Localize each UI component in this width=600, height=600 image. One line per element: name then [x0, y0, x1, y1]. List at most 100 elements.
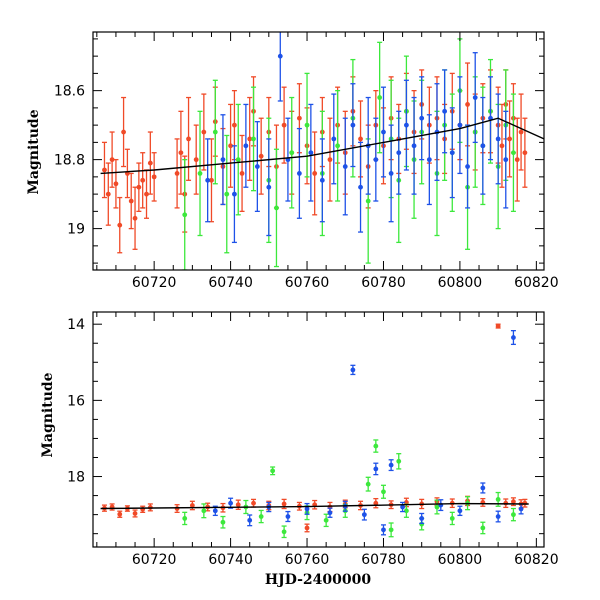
- data-point: [381, 489, 386, 495]
- data-point: [373, 157, 379, 163]
- top-plot-area: [100, 32, 544, 270]
- data-point: [350, 122, 356, 128]
- data-point: [400, 504, 405, 510]
- bottom-series-blue: [212, 330, 524, 536]
- data-point: [209, 177, 214, 183]
- top-light-curve-panel: 60720 60740 60760 60780 60800 60820 18.6 18.8 19: [54, 31, 559, 291]
- data-point: [304, 506, 310, 512]
- data-point: [396, 458, 402, 464]
- data-point: [296, 171, 302, 176]
- data-point: [266, 184, 272, 190]
- data-point: [373, 466, 379, 472]
- data-point: [373, 500, 379, 506]
- data-point: [182, 212, 188, 218]
- data-point: [495, 514, 501, 519]
- data-point: [396, 150, 402, 156]
- data-point: [358, 184, 363, 190]
- data-point: [381, 527, 386, 533]
- data-point: [365, 198, 371, 204]
- data-point: [281, 122, 287, 128]
- data-point: [480, 525, 486, 531]
- data-point: [258, 153, 264, 159]
- data-point: [232, 191, 237, 197]
- data-point: [495, 496, 501, 502]
- data-point: [151, 174, 157, 180]
- bottom-trend-line: [100, 502, 529, 510]
- data-point: [319, 177, 325, 183]
- data-point: [381, 129, 386, 135]
- data-point: [193, 157, 199, 163]
- data-point: [522, 500, 528, 506]
- x-tick-label: 60800: [438, 552, 483, 568]
- data-point: [404, 500, 409, 505]
- top-series-blue: [205, 32, 509, 244]
- y-tick-label: 19: [67, 222, 85, 238]
- data-point: [136, 184, 142, 190]
- bottom-series-red: [101, 323, 528, 533]
- data-point: [128, 198, 134, 204]
- data-point: [388, 527, 394, 533]
- data-point: [511, 512, 516, 518]
- data-point: [251, 136, 256, 142]
- data-point: [434, 504, 440, 510]
- top-trend-line: [100, 117, 544, 175]
- data-point: [220, 157, 226, 163]
- data-point: [270, 468, 276, 474]
- data-point: [178, 150, 184, 156]
- data-point: [518, 129, 524, 135]
- data-point: [281, 501, 287, 507]
- data-point: [220, 519, 226, 525]
- data-point: [205, 177, 211, 183]
- data-point: [335, 143, 341, 149]
- bottom-y-axis-label: Magnitude: [40, 372, 56, 457]
- x-tick-label: 60820: [514, 275, 559, 291]
- data-point: [212, 129, 218, 135]
- data-point: [132, 215, 138, 221]
- data-point: [258, 514, 264, 519]
- y-tick-label: 18: [67, 470, 85, 486]
- data-point: [289, 150, 295, 156]
- data-point: [495, 323, 501, 329]
- data-point: [239, 171, 245, 176]
- data-point: [140, 177, 146, 183]
- data-point: [121, 129, 126, 135]
- data-point: [365, 481, 371, 487]
- data-point: [117, 511, 123, 517]
- bottom-plot-area: [100, 323, 529, 539]
- data-point: [277, 53, 283, 59]
- data-point: [522, 150, 528, 156]
- data-point: [404, 122, 409, 128]
- data-point: [201, 129, 207, 135]
- data-point: [457, 122, 463, 128]
- data-point: [285, 514, 291, 519]
- y-tick-label: 14: [67, 317, 85, 333]
- data-point: [327, 510, 333, 516]
- data-point: [503, 157, 509, 163]
- data-point: [201, 508, 207, 514]
- data-point: [358, 136, 363, 142]
- data-point: [507, 136, 513, 142]
- x-tick-label: 60720: [132, 552, 177, 568]
- data-point: [174, 506, 180, 511]
- data-point: [361, 512, 367, 518]
- bottom-series-green: [182, 439, 516, 539]
- y-tick-label: 18.6: [54, 84, 85, 100]
- data-point: [189, 503, 195, 508]
- data-point: [254, 164, 260, 169]
- data-point: [511, 499, 516, 505]
- data-point: [465, 164, 470, 169]
- data-point: [308, 150, 314, 156]
- data-point: [212, 508, 218, 514]
- data-point: [117, 222, 123, 228]
- data-point: [388, 171, 394, 176]
- y-tick-label: 16: [67, 393, 85, 409]
- data-point: [105, 191, 111, 197]
- data-point: [514, 157, 520, 163]
- top-series-red: [101, 62, 528, 254]
- data-point: [304, 122, 310, 128]
- x-tick-label: 60760: [285, 552, 330, 568]
- bottom-light-curve-panel: 60720 60740 60760 60780 60800 60820 14 16 18: [67, 311, 559, 568]
- x-tick-label: 60740: [208, 552, 253, 568]
- data-point: [235, 502, 241, 508]
